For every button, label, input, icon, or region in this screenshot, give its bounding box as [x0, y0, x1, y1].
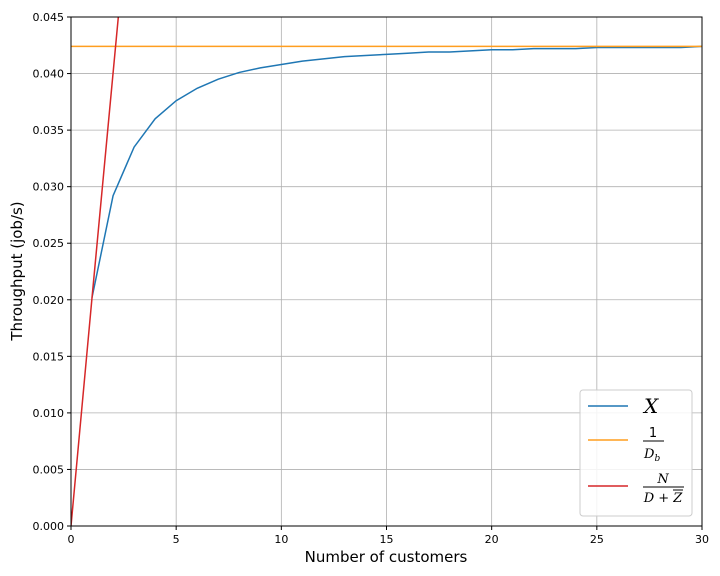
series-layer [71, 17, 702, 526]
y-tick-label: 0.010 [33, 407, 65, 420]
y-tick-label: 0.040 [33, 68, 65, 81]
x-tick-label: 30 [695, 533, 709, 546]
legend: X 1 Db N D + Z [579, 389, 693, 517]
x-tick-label: 25 [590, 533, 604, 546]
x-tick-label: 0 [68, 533, 75, 546]
x-tick-label: 15 [380, 533, 394, 546]
x-tick-label: 10 [274, 533, 288, 546]
legend-numerator-n: N [656, 472, 669, 487]
y-tick-label: 0.045 [33, 11, 65, 24]
ticks: 0 5 10 15 20 25 30 0.000 0.005 0.010 0.015 0.020 0.0… [33, 11, 710, 546]
legend-denominator-dz: D + Z [643, 491, 684, 506]
legend-denominator-db: Db [643, 447, 660, 464]
legend-numerator-1: 1 [649, 426, 657, 441]
y-tick-label: 0.020 [33, 294, 65, 307]
legend-subscript-b: b [654, 454, 660, 464]
x-axis-label: Number of customers [305, 548, 468, 566]
series-n-over-dz-line [71, 17, 120, 526]
y-tick-label: 0.030 [33, 181, 65, 194]
x-tick-label: 20 [485, 533, 499, 546]
legend-label-x: X [642, 394, 659, 418]
y-tick-label: 0.035 [33, 124, 65, 137]
series-x-line [91, 45, 702, 298]
y-tick-label: 0.015 [33, 350, 65, 363]
y-tick-label: 0.005 [33, 463, 65, 476]
x-tick-label: 5 [173, 533, 180, 546]
legend-box [579, 389, 693, 517]
y-axis-label: Throughput (job/s) [8, 201, 26, 341]
y-tick-label: 0.025 [33, 237, 65, 250]
y-tick-label: 0.000 [33, 520, 65, 533]
